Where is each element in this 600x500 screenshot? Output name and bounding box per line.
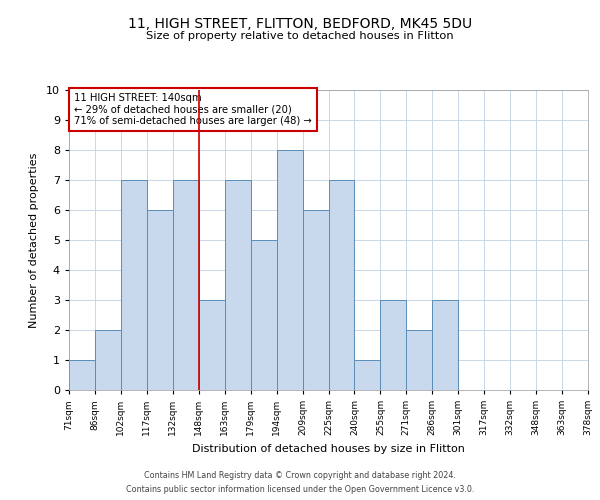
Bar [329, 180, 355, 390]
Bar [433, 300, 458, 390]
Text: Contains HM Land Registry data © Crown copyright and database right 2024.
Contai: Contains HM Land Registry data © Crown c… [126, 472, 474, 494]
Y-axis label: Number of detached properties: Number of detached properties [29, 152, 39, 328]
Bar [355, 360, 380, 390]
Bar [406, 330, 432, 390]
Bar [121, 180, 147, 390]
Bar [302, 210, 329, 390]
Text: Size of property relative to detached houses in Flitton: Size of property relative to detached ho… [146, 31, 454, 41]
Bar [173, 180, 199, 390]
Bar [380, 300, 406, 390]
Text: 11 HIGH STREET: 140sqm
← 29% of detached houses are smaller (20)
71% of semi-det: 11 HIGH STREET: 140sqm ← 29% of detached… [74, 93, 312, 126]
Bar [147, 210, 173, 390]
X-axis label: Distribution of detached houses by size in Flitton: Distribution of detached houses by size … [192, 444, 465, 454]
Bar [95, 330, 121, 390]
Bar [225, 180, 251, 390]
Bar [277, 150, 302, 390]
Bar [251, 240, 277, 390]
Bar [199, 300, 224, 390]
Text: 11, HIGH STREET, FLITTON, BEDFORD, MK45 5DU: 11, HIGH STREET, FLITTON, BEDFORD, MK45 … [128, 18, 472, 32]
Bar [69, 360, 95, 390]
